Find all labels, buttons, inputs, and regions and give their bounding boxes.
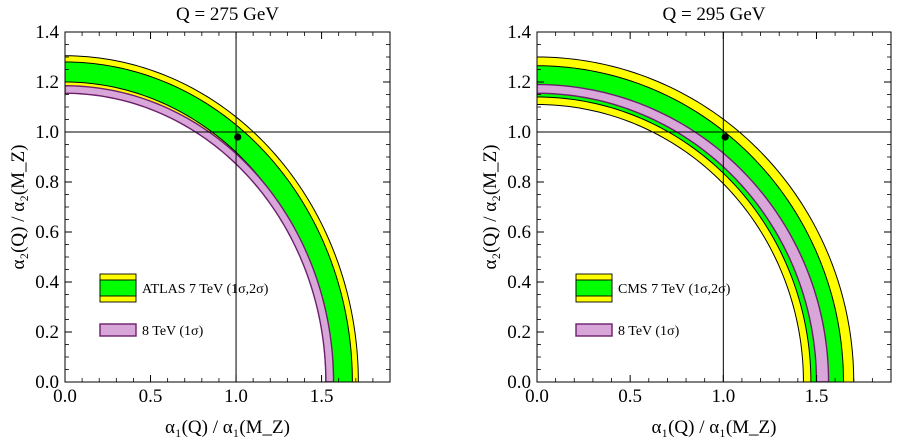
y-tick-label: 0.6 (35, 222, 59, 243)
x-axis-label: α₁(Q) / α₁(M_Z) (165, 417, 290, 438)
y-tick-label: 0.4 (35, 272, 59, 293)
y-tick-label: 0.6 (507, 222, 531, 243)
plot-area (537, 32, 891, 382)
reference-point (234, 133, 242, 141)
legend: ATLAS 7 TeV (1σ,2σ) 8 TeV (1σ) (99, 273, 269, 339)
legend-label-7tev: ATLAS 7 TeV (1σ,2σ) (142, 282, 269, 297)
legend: CMS 7 TeV (1σ,2σ) 8 TeV (1σ) (575, 273, 731, 339)
reference-point (721, 133, 729, 141)
x-tick-label: 0.0 (525, 386, 549, 407)
y-tick-label: 0.2 (507, 322, 531, 343)
x-tick-label: 0.0 (53, 386, 77, 407)
x-tick-label: 1.5 (805, 386, 829, 407)
x-axis-label: α₁(Q) / α₁(M_Z) (652, 417, 777, 438)
x-tick-label: 1.0 (224, 386, 248, 407)
y-tick-label: 1.0 (507, 122, 531, 143)
x-tick-label: 1.5 (310, 386, 334, 407)
y-tick-label: 0.0 (507, 372, 531, 393)
y-tick-label: 0.4 (507, 272, 531, 293)
y-tick-label: 1.2 (507, 72, 531, 93)
y-axis-label: α₂(Q) / α₂(M_Z) (480, 145, 501, 270)
plot-area (65, 32, 390, 382)
y-tick-label: 0.8 (35, 172, 59, 193)
y-tick-label: 1.2 (35, 72, 59, 93)
chart-panel-2: 0.0 0.2 0.4 0.6 0.8 1.0 1.2 1.4 0.0 0.5 1.0 1.5 Q = … (480, 4, 892, 438)
x-tick-label: 0.5 (618, 386, 642, 407)
legend-label-8tev: 8 TeV (1σ) (618, 324, 680, 339)
legend-label-8tev: 8 TeV (1σ) (142, 324, 204, 339)
band-8-tev-1- (537, 83, 830, 382)
legend-label-7tev: CMS 7 TeV (1σ,2σ) (618, 282, 731, 297)
legend-swatch-8tev (575, 323, 613, 337)
y-tick-label: 0.2 (35, 322, 59, 343)
y-tick-label: 1.4 (507, 22, 531, 43)
y-tick-label: 0.8 (507, 172, 531, 193)
chart-title: Q = 295 GeV (662, 4, 765, 25)
chart-title: Q = 275 GeV (176, 4, 279, 25)
chart-panel-1: 0.0 0.2 0.4 0.6 0.8 1.0 1.2 1.4 0.0 0.5 1.0 1.5 Q = … (8, 4, 391, 438)
legend-swatch-1sigma (99, 279, 137, 297)
y-axis-label: α₂(Q) / α₂(M_Z) (8, 145, 29, 270)
legend-swatch-8tev (99, 323, 137, 337)
band-8-tev-1- (65, 85, 335, 382)
legend-swatch-1sigma (575, 279, 613, 297)
y-tick-label: 1.0 (35, 122, 59, 143)
x-tick-label: 1.0 (711, 386, 735, 407)
y-tick-label: 1.4 (35, 22, 59, 43)
y-tick-label: 0.0 (35, 372, 59, 393)
x-tick-label: 0.5 (139, 386, 163, 407)
